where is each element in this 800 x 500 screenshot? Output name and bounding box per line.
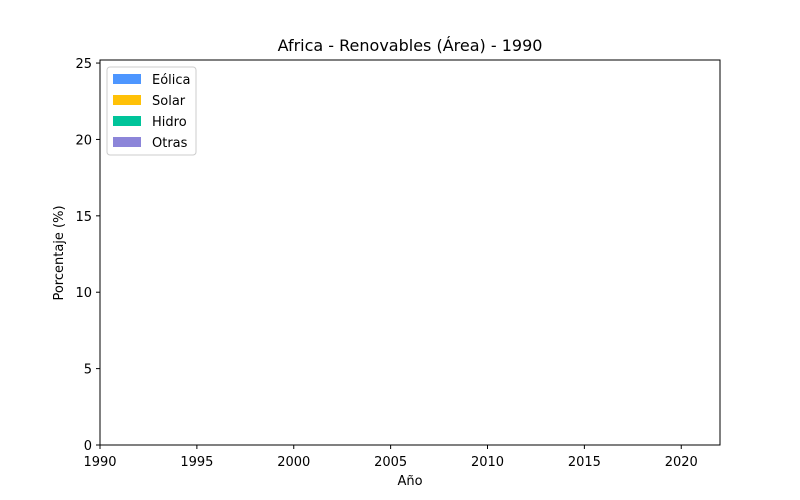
x-tick-label: 1995 (180, 455, 213, 470)
y-tick-label: 5 (84, 363, 92, 378)
plot-frame (99, 59, 721, 446)
y-tick-label: 0 (84, 439, 92, 454)
legend-label: Eólica (152, 73, 191, 88)
legend: Eólica Solar Hidro Otras (106, 66, 197, 156)
x-tick-label: 2020 (665, 455, 698, 470)
x-axis-label: Año (397, 474, 422, 489)
legend-label: Solar (152, 94, 186, 109)
x-tick-label: 2010 (471, 455, 504, 470)
y-tick-label: 15 (75, 210, 92, 225)
y-axis-label: Porcentaje (%) (52, 205, 67, 300)
chart-title: Africa - Renovables (Área) - 1990 (278, 36, 543, 55)
y-tick-label: 20 (75, 133, 92, 148)
x-axis: 1990 1995 2000 2005 2010 2015 2020 (83, 445, 698, 470)
y-axis: 0 5 10 15 20 25 (75, 57, 100, 454)
x-tick-label: 1990 (83, 455, 116, 470)
legend-swatch (113, 95, 141, 105)
x-tick-label: 2005 (374, 455, 407, 470)
legend-box (106, 66, 197, 156)
legend-label: Hidro (152, 115, 187, 130)
legend-swatch (113, 137, 141, 147)
y-tick-label: 10 (75, 286, 92, 301)
legend-swatch (113, 116, 141, 126)
legend-label: Otras (152, 136, 188, 151)
x-tick-label: 2015 (568, 455, 601, 470)
x-tick-label: 2000 (277, 455, 310, 470)
y-tick-label: 25 (75, 57, 92, 72)
legend-swatch (113, 74, 141, 84)
